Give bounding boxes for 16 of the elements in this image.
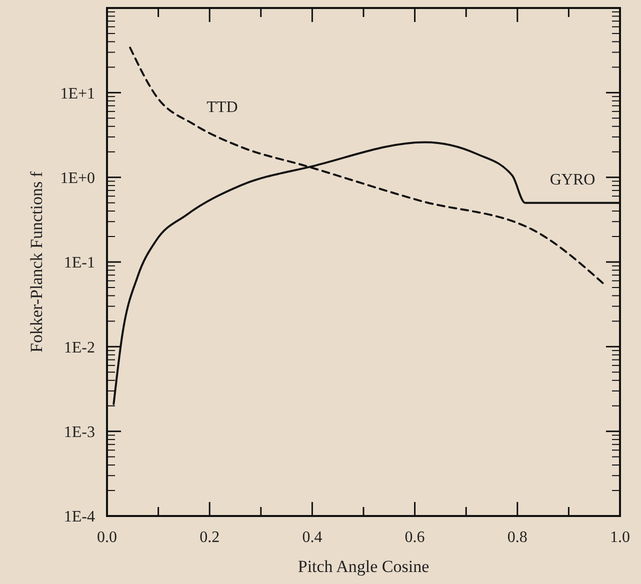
x-tick-label: 0.0	[97, 529, 117, 546]
y-tick-label: 1E-1	[64, 254, 95, 272]
y-tick-label: 1E-4	[64, 508, 95, 526]
x-tick-label: 0.6	[404, 529, 425, 546]
series-label: TTD	[206, 99, 238, 116]
y-tick-label: 1E-3	[64, 424, 95, 441]
x-tick-label: 1.0	[610, 529, 630, 546]
legend-label: GYRO	[550, 171, 596, 188]
x-axis-title: Pitch Angle Cosine	[298, 557, 430, 576]
x-tick-label: 0.2	[200, 529, 220, 546]
y-axis-title: Fokker-Planck Functions f	[27, 171, 46, 352]
x-tick-label: 0.4	[302, 529, 322, 546]
y-tick-label: 1E+0	[60, 170, 95, 187]
y-tick-label: 1E-2	[64, 339, 95, 356]
x-tick-label: 0.8	[507, 529, 528, 546]
y-tick-label: 1E+1	[60, 85, 95, 102]
